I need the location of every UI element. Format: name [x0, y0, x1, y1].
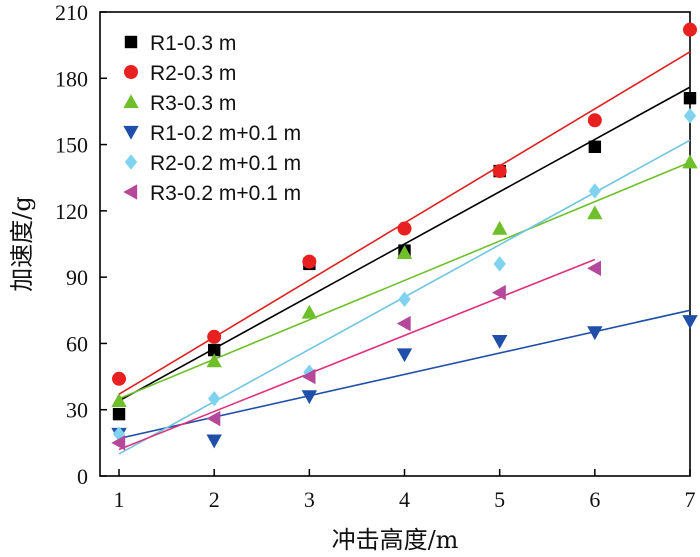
data-point-s2 [587, 113, 602, 128]
x-tick-label: 4 [399, 487, 410, 512]
data-point-s3 [587, 205, 603, 220]
legend-marker-1 [124, 35, 138, 49]
data-point-s2 [302, 254, 317, 269]
legend-label-3: R3-0.3 m [150, 92, 236, 115]
legend-label-4: R1-0.2 m+0.1 m [150, 122, 301, 145]
y-tick-label: 120 [55, 199, 88, 224]
data-point-s3 [301, 304, 318, 319]
data-point-s2 [112, 371, 127, 386]
data-point-s6 [301, 368, 316, 385]
legend: R1-0.3 m R2-0.3 m R3-0.3 m R1-0.2 m+0.1 m R2… [123, 32, 301, 205]
x-tick-label: 1 [114, 487, 125, 512]
data-point-s6 [396, 315, 411, 332]
y-axis-title: 加速度/g [8, 196, 36, 291]
data-point-s4 [396, 348, 413, 363]
y-tick-label: 0 [77, 464, 88, 489]
data-point-s5 [398, 291, 411, 307]
data-point-s4 [301, 390, 318, 405]
legend-marker-2 [124, 65, 138, 79]
legend-label-2: R2-0.3 m [150, 62, 236, 85]
y-tick-label: 30 [66, 398, 88, 423]
legend-marker-4 [123, 125, 139, 140]
data-point-s6 [206, 410, 221, 427]
y-tick-label: 60 [66, 331, 88, 356]
fit-line-4 [118, 309, 691, 440]
x-tick-label: 6 [589, 487, 600, 512]
x-axis: 1 2 3 4 5 6 7 [114, 469, 696, 512]
data-point-s6 [111, 435, 126, 451]
y-tick-label: 90 [66, 265, 88, 290]
data-point-s4 [491, 335, 508, 349]
legend-label-6: R3-0.2 m+0.1 m [150, 182, 301, 205]
data-point-s2 [492, 164, 507, 179]
legend-marker-5 [124, 154, 138, 170]
x-tick-label: 3 [304, 487, 315, 512]
x-tick-label: 2 [209, 487, 220, 512]
data-point-s3 [396, 245, 413, 259]
data-point-s1 [683, 91, 697, 105]
legend-marker-6 [123, 184, 138, 200]
legend-marker-3 [123, 94, 139, 109]
data-point-s3 [491, 220, 508, 235]
plot-frame [99, 11, 691, 477]
data-point-s2 [207, 329, 222, 344]
legend-label-1: R1-0.3 m [150, 32, 236, 55]
y-tick-label: 210 [55, 0, 88, 25]
y-tick-label: 180 [55, 66, 88, 91]
data-point-s5 [683, 108, 697, 124]
data-point-s3 [682, 154, 698, 169]
data-point-s1 [588, 140, 602, 153]
data-point-s1 [207, 343, 221, 357]
x-tick-label: 5 [494, 487, 505, 512]
data-point-s6 [491, 284, 506, 301]
data-point-s6 [587, 260, 601, 277]
data-point-s5 [588, 183, 601, 199]
data-point-s2 [397, 221, 412, 236]
data-point-s1 [112, 407, 126, 421]
x-axis-title: 冲击高度/m [332, 526, 459, 554]
data-point-s4 [206, 434, 222, 449]
data-markers [111, 22, 698, 451]
plot-area [99, 11, 698, 477]
data-point-s5 [208, 390, 221, 407]
y-axis: 0 30 60 90 120 150 180 210 [55, 0, 107, 489]
data-point-s4 [587, 326, 603, 341]
data-point-s3 [206, 353, 222, 368]
data-point-s3 [111, 393, 127, 408]
y-tick-label: 150 [55, 133, 88, 158]
data-point-s4 [682, 315, 698, 330]
data-point-s2 [683, 22, 697, 37]
x-tick-label: 7 [685, 487, 696, 512]
legend-label-5: R2-0.2 m+0.1 m [150, 152, 301, 175]
fit-line-6 [118, 258, 596, 451]
data-point-s5 [493, 256, 506, 272]
